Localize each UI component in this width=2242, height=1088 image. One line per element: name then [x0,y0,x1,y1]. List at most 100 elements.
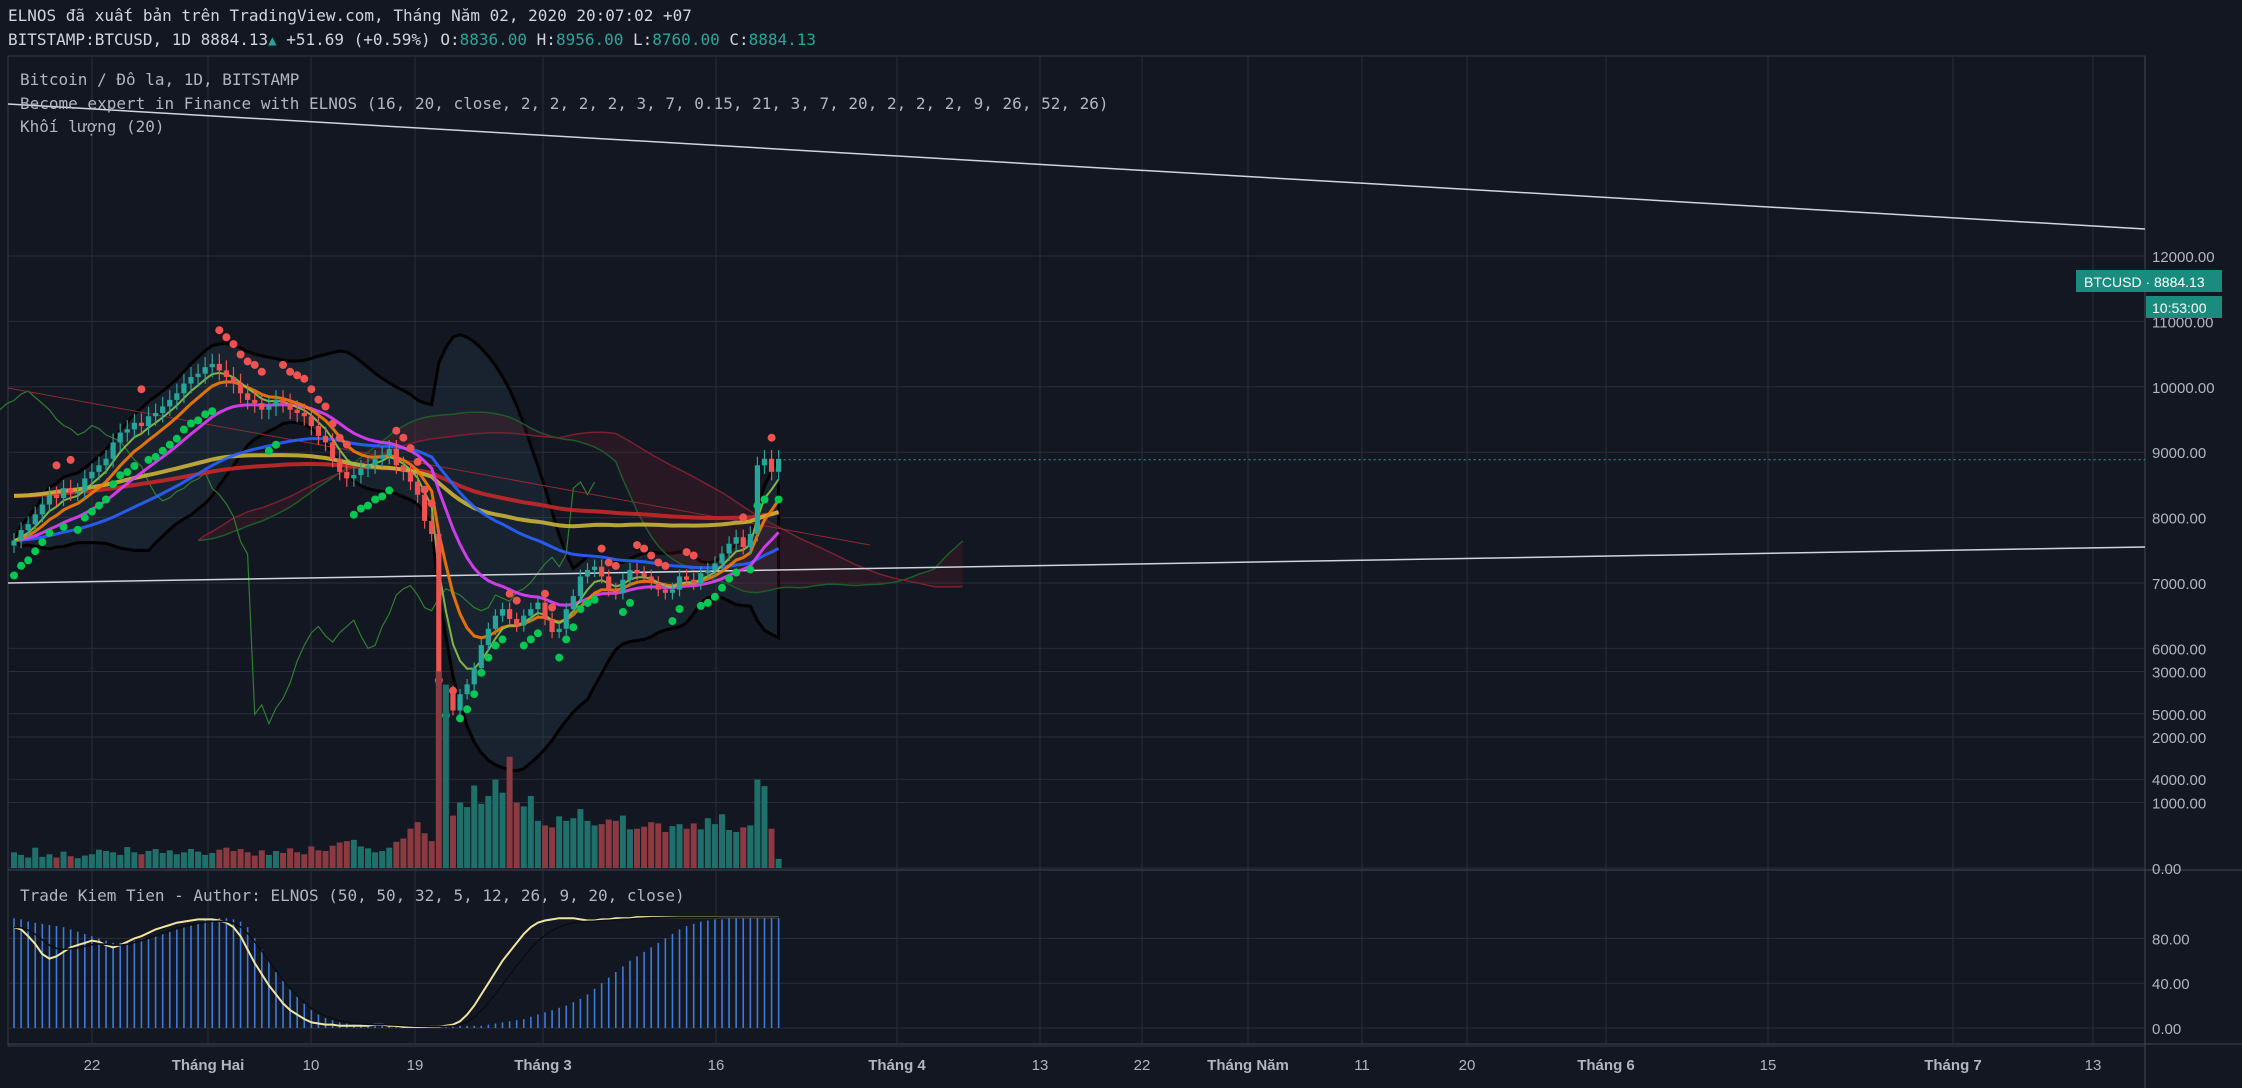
candle-body [634,569,640,574]
volume-bar [365,848,371,868]
time-tick-label: 13 [2085,1057,2102,1074]
candle-body [485,628,491,646]
sar-dot [718,583,726,592]
time-tick-label: Tháng Năm [1207,1057,1289,1074]
candle-body [209,363,215,368]
sar-dot [10,571,18,580]
volume-bar [428,841,435,868]
trend-line-lower [7,546,2146,584]
volume-bar [711,824,718,868]
sar-dot [272,440,280,449]
candle-body [393,448,399,466]
sar-dot [328,419,337,428]
volume-bar [60,851,67,868]
volume-bar [74,858,81,868]
price-tick-label: 6000.00 [2152,641,2206,658]
sar-dot [725,574,734,583]
candle-body [719,553,725,564]
open-label: O: [440,30,460,49]
sar-dot [548,603,557,612]
candle-body [344,471,350,479]
sar-dot [194,416,203,425]
candle-body [153,412,159,417]
sar-dot [689,551,698,560]
sar-dot [470,690,479,699]
lagging-span [0,390,596,726]
volume-bar [648,822,655,868]
candle-body [606,576,612,590]
candle-body [514,618,520,626]
sar-dot [626,598,634,607]
volume-bar [88,854,95,868]
sar-dot [633,541,641,550]
candle-body [39,504,45,515]
candle-body [308,416,314,427]
candle-body [89,471,95,479]
volume-bar [39,856,46,868]
time-tick-label: 13 [1032,1057,1049,1074]
sar-dot [314,395,323,404]
candle-body [181,383,187,394]
volume-bar [46,854,53,868]
volume-bar [563,820,570,868]
sar-dot [399,433,408,442]
volume-bar [372,852,379,868]
candle-body [549,618,555,633]
candle-body [471,668,477,685]
sar-dot [767,433,776,442]
sar-dot [597,544,606,553]
volume-bar [612,820,619,868]
sar-dot [17,561,26,570]
candle-body [478,645,484,669]
volume-bar [53,857,60,868]
low-label: L: [633,30,653,49]
candle-body [414,481,421,495]
price-tick-label: 5000.00 [2152,707,2206,724]
volume-bar [407,828,414,868]
time-tick-label: 16 [708,1057,725,1074]
sar-dot [158,446,167,455]
volume-bar [626,829,633,868]
low-value: 8760.00 [652,30,720,49]
volume-bar [442,684,449,868]
volume-bar [223,847,230,868]
sar-dot [342,440,351,449]
volume-bar [655,823,662,868]
volume-bar [138,854,145,868]
candle-body [648,576,654,583]
candle-body [747,533,753,548]
sar-dot [293,371,302,380]
time-tick-label: 19 [407,1057,424,1074]
volume-bar [336,842,343,868]
sar-dot [583,598,592,607]
sar-dot [286,367,295,376]
sar-dot [335,433,344,442]
ichimoku-cloud [198,412,963,593]
volume-bar [513,802,520,868]
sar-dot [300,374,309,383]
volume-bar [478,803,485,868]
volume-bar [690,823,697,868]
sar-dot [236,350,245,359]
osc-tick-label: 40.00 [2152,976,2190,993]
volume-bar [506,756,513,868]
publish-info: ELNOS đã xuất bản trên TradingView.com, … [8,6,692,25]
legend-symbol: Bitcoin / Đô la, 1D, BITSTAMP [20,70,300,89]
candle-body [103,458,109,466]
candle-body [96,465,102,472]
candle-body [110,442,116,459]
time-tick-label: Tháng Hai [172,1057,245,1074]
volume-bar [747,825,754,868]
legend-volume: Khối lượng (20) [20,117,165,136]
sar-dot [760,495,769,504]
sar-dot [371,495,380,504]
time-tick-label: Tháng 7 [1924,1057,1982,1074]
volume-bar [329,845,336,868]
volume-bar [379,850,386,868]
volume-bar [315,850,322,868]
volume-bar [301,854,308,868]
volume-bar [605,819,612,868]
candle-body [266,406,272,410]
sar-dot [123,468,132,477]
